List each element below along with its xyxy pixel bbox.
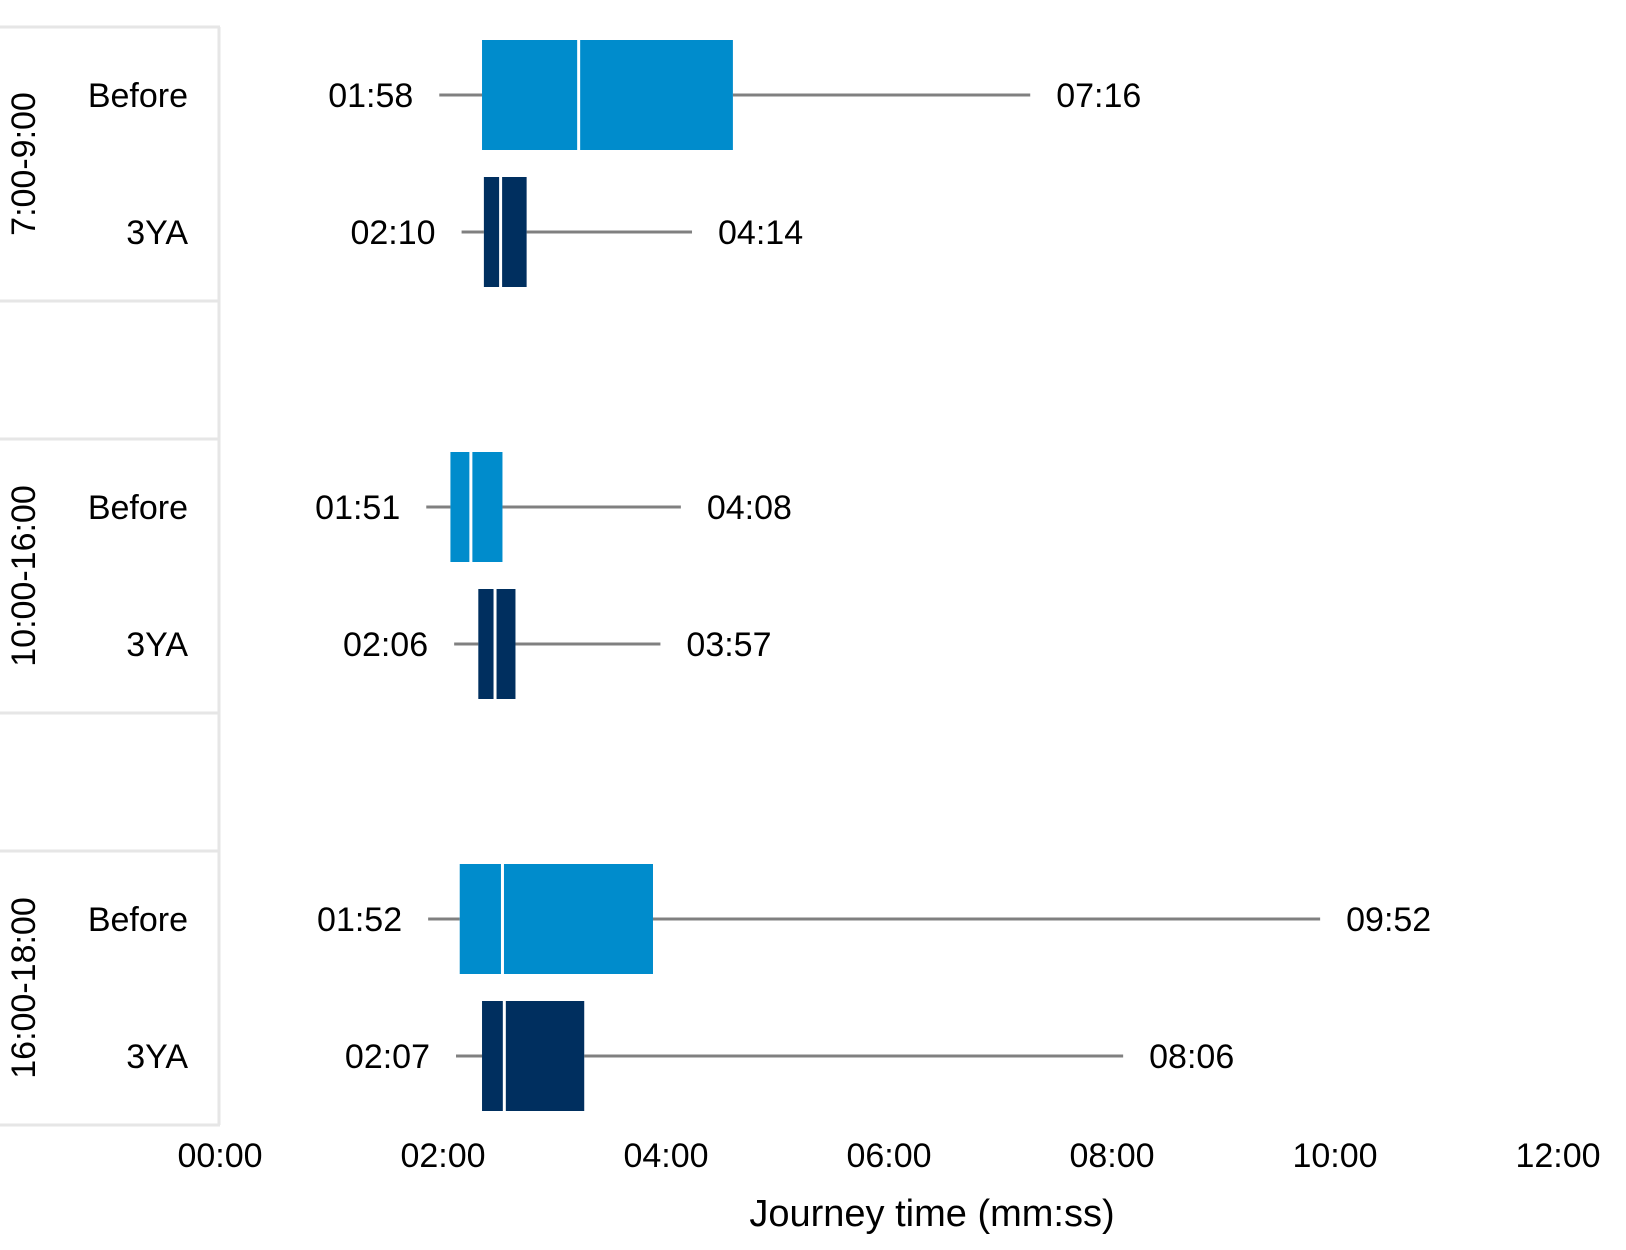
max-label: 08:06: [1149, 1038, 1234, 1076]
iqr-box: [450, 452, 503, 562]
group-label: 10:00-16:00: [5, 485, 43, 667]
group-label: 16:00-18:00: [5, 897, 43, 1079]
x-tick-label: 00:00: [177, 1137, 262, 1175]
group-labels: 7:00-9:00 10:00-16:00 16:00-18:00: [5, 92, 43, 1079]
x-axis: 00:00 02:00 04:00 06:00 08:00 10:00 12:00: [177, 1137, 1600, 1175]
max-label: 07:16: [1056, 77, 1141, 115]
min-label: 02:06: [343, 626, 428, 664]
boxplot-rows: Before 01:58 07:16 3YA 02:10 04:14 Before 01:51…: [88, 40, 1431, 1111]
x-tick-label: 06:00: [846, 1137, 931, 1175]
iqr-box: [482, 1001, 585, 1111]
max-label: 04:14: [718, 214, 803, 252]
row-label: Before: [88, 901, 188, 939]
boxplot-row: 3YA 02:06 03:57: [126, 589, 772, 699]
min-label: 01:52: [317, 901, 402, 939]
row-label: 3YA: [126, 214, 188, 252]
iqr-box: [482, 40, 733, 150]
boxplot-row: 3YA 02:10 04:14: [126, 177, 803, 287]
min-label: 01:58: [328, 77, 413, 115]
iqr-box: [459, 864, 653, 974]
row-label: Before: [88, 489, 188, 527]
row-label: 3YA: [126, 626, 188, 664]
min-label: 02:10: [350, 214, 435, 252]
boxplot-row: 3YA 02:07 08:06: [126, 1001, 1234, 1111]
min-label: 02:07: [345, 1038, 430, 1076]
x-axis-title: Journey time (mm:ss): [749, 1193, 1114, 1235]
max-label: 09:52: [1346, 901, 1431, 939]
boxplot-row: Before 01:52 09:52: [88, 864, 1431, 974]
row-label: Before: [88, 77, 188, 115]
iqr-box: [483, 177, 527, 287]
max-label: 04:08: [707, 489, 792, 527]
boxplot-row: Before 01:51 04:08: [88, 452, 792, 562]
iqr-box: [478, 589, 516, 699]
max-label: 03:57: [686, 626, 771, 664]
group-label: 7:00-9:00: [5, 92, 43, 236]
x-tick-label: 02:00: [400, 1137, 485, 1175]
min-label: 01:51: [315, 489, 400, 527]
group-dividers: [0, 25, 221, 1127]
x-tick-label: 10:00: [1292, 1137, 1377, 1175]
row-label: 3YA: [126, 1038, 188, 1076]
x-tick-label: 08:00: [1069, 1137, 1154, 1175]
boxplot-row: Before 01:58 07:16: [88, 40, 1141, 150]
x-tick-label: 04:00: [623, 1137, 708, 1175]
x-tick-label: 12:00: [1515, 1137, 1600, 1175]
